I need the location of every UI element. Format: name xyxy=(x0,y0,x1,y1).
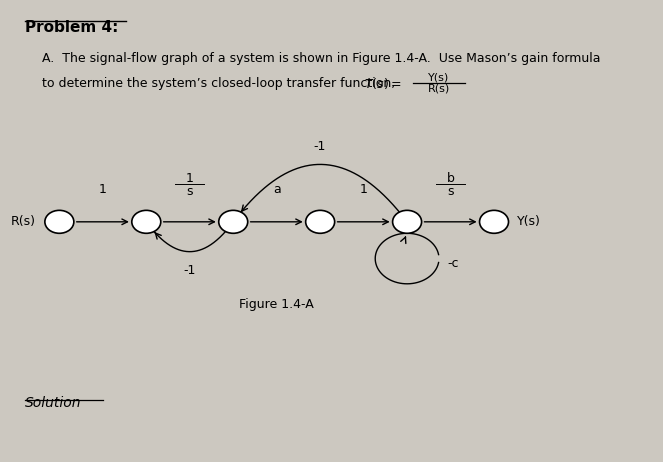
Text: Y(s): Y(s) xyxy=(428,73,450,83)
Text: s: s xyxy=(186,185,193,199)
Text: a: a xyxy=(272,183,280,196)
Text: 1: 1 xyxy=(360,183,367,196)
Circle shape xyxy=(45,210,74,233)
Text: 1: 1 xyxy=(186,172,194,185)
Circle shape xyxy=(132,210,160,233)
Text: -c: -c xyxy=(448,257,459,270)
Text: b: b xyxy=(447,172,455,185)
Text: s: s xyxy=(448,185,453,199)
Text: Problem 4:: Problem 4: xyxy=(25,20,118,35)
Circle shape xyxy=(392,210,422,233)
Text: -1: -1 xyxy=(184,263,196,277)
Text: -1: -1 xyxy=(314,140,326,152)
Text: R(s): R(s) xyxy=(11,215,36,228)
Text: Solution: Solution xyxy=(25,396,81,410)
Circle shape xyxy=(306,210,335,233)
Circle shape xyxy=(479,210,509,233)
Circle shape xyxy=(219,210,248,233)
Text: $T(s) =$: $T(s) =$ xyxy=(363,76,401,91)
Text: A.  The signal-flow graph of a system is shown in Figure 1.4-A.  Use Mason’s gai: A. The signal-flow graph of a system is … xyxy=(42,52,601,65)
Text: Figure 1.4-A: Figure 1.4-A xyxy=(239,298,314,311)
Text: R(s): R(s) xyxy=(428,83,450,93)
Text: 1: 1 xyxy=(99,183,107,196)
Text: to determine the system’s closed-loop transfer function,: to determine the system’s closed-loop tr… xyxy=(42,77,399,90)
Text: Y(s): Y(s) xyxy=(517,215,541,228)
